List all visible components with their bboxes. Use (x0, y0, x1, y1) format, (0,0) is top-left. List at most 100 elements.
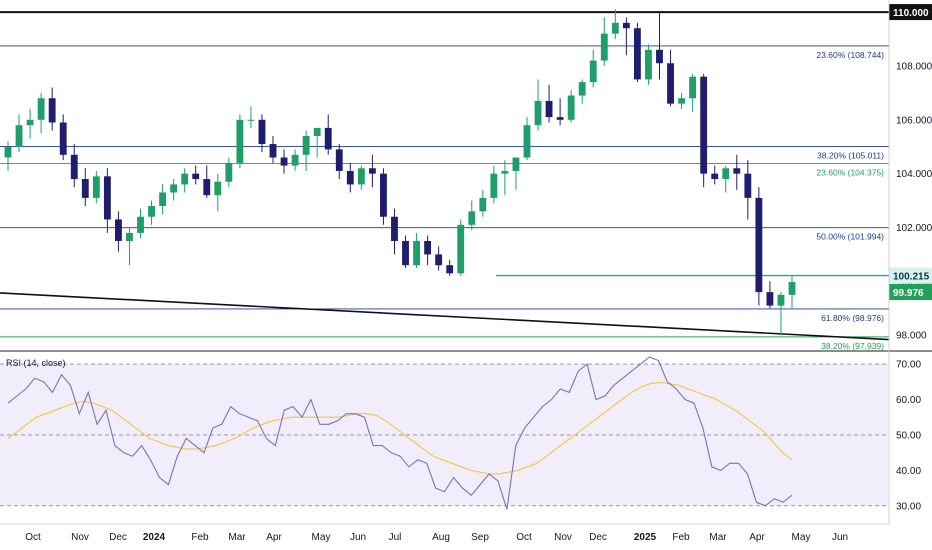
candle-body (48, 98, 56, 123)
candle (523, 117, 531, 161)
candle (114, 211, 122, 252)
candle (59, 114, 67, 161)
candle (435, 246, 443, 271)
candle-body (15, 125, 23, 147)
candle (103, 168, 111, 233)
candle (611, 9, 619, 40)
candle (181, 168, 189, 193)
time-tick-label: Dec (109, 532, 127, 543)
candle (236, 114, 244, 169)
fib-level-label: 61.80% (98.976) (821, 313, 884, 323)
fib-level-label: 38.20% (97.939) (821, 341, 884, 351)
candle (15, 114, 23, 153)
candle (48, 87, 56, 131)
candle (346, 162, 354, 193)
last-price-label: 99.976 (893, 288, 924, 299)
candle-body (313, 127, 321, 136)
candle (689, 74, 697, 112)
candle (37, 92, 45, 134)
candle-body (368, 168, 376, 174)
support-level-badge (889, 267, 932, 284)
candle (70, 144, 78, 188)
candle (678, 92, 686, 110)
rsi-tick-label: 60.00 (896, 395, 921, 406)
candle (700, 74, 708, 188)
candle (534, 79, 542, 131)
candle-body (114, 219, 122, 241)
candle-body (81, 179, 89, 198)
rsi-tick-label: 40.00 (896, 466, 921, 477)
rsi-tick-label: 70.00 (896, 360, 921, 371)
candle (567, 90, 575, 123)
fibonacci-levels: 23.60% (108.744) 38.20% (105.011) 23.60% (… (0, 11, 889, 351)
time-tick-label: 2025 (634, 532, 657, 543)
candle-body (755, 197, 763, 293)
candle (755, 187, 763, 306)
candle (777, 292, 785, 336)
time-tick-label: Apr (749, 532, 765, 543)
candle (225, 157, 233, 188)
time-tick-label: 2024 (143, 532, 166, 543)
last-price-badge (889, 284, 932, 301)
candle-body (59, 122, 67, 155)
candle (269, 135, 277, 163)
time-tick-label: Feb (672, 532, 690, 543)
rsi-tick-label: 50.00 (896, 430, 921, 441)
candle-body (534, 100, 542, 126)
candle-body (357, 168, 365, 185)
candle-body (645, 49, 652, 80)
candle (413, 232, 420, 268)
candle (203, 165, 211, 198)
candle-body (225, 162, 233, 182)
candle-body (733, 168, 741, 174)
time-tick-label: Mar (228, 532, 246, 543)
candle (501, 160, 509, 196)
candle (170, 179, 178, 201)
time-tick-label: Sep (471, 532, 489, 543)
candle-body (236, 119, 244, 163)
candle (324, 114, 332, 155)
time-tick-label: May (792, 532, 811, 543)
candle (92, 170, 100, 204)
candle-body (402, 240, 409, 266)
price-tick-label: 98.000 (896, 331, 927, 342)
candle (26, 109, 34, 139)
candle-body (103, 176, 111, 220)
time-tick-label: Apr (266, 532, 282, 543)
candle (302, 130, 310, 171)
candle (424, 235, 432, 266)
candle-body (335, 149, 343, 171)
candle (214, 173, 222, 212)
candle (4, 141, 12, 171)
fib-level-label: 23.60% (108.744) (816, 50, 884, 60)
rsi-title: RSI (14, close) (6, 358, 66, 368)
candle-body (424, 240, 432, 255)
candle (578, 79, 586, 104)
candle-body (413, 240, 420, 266)
candle (545, 84, 553, 123)
candle-body (589, 60, 597, 83)
candle-body (37, 98, 45, 120)
candle-body (126, 232, 133, 241)
time-tick-label: Feb (191, 532, 209, 543)
candle-body (622, 22, 630, 29)
candle-body (490, 173, 498, 198)
candle (313, 127, 321, 158)
candle-body (380, 173, 387, 217)
candle (633, 22, 641, 83)
fib-level-label: 23.60% (104.375) (816, 168, 884, 178)
candle-body (656, 49, 663, 64)
top-level-badge (889, 4, 932, 21)
time-tick-label: Dec (589, 532, 607, 543)
price-tick-label: 102.000 (896, 223, 932, 234)
candle (81, 168, 89, 206)
candle (446, 259, 454, 276)
candle (711, 165, 719, 185)
time-tick-label: Jun (350, 532, 366, 543)
candle-body (700, 76, 708, 174)
candle-body (269, 144, 277, 158)
candle-body (137, 216, 144, 233)
time-tick-label: Nov (71, 532, 89, 543)
candle-body (391, 216, 398, 241)
